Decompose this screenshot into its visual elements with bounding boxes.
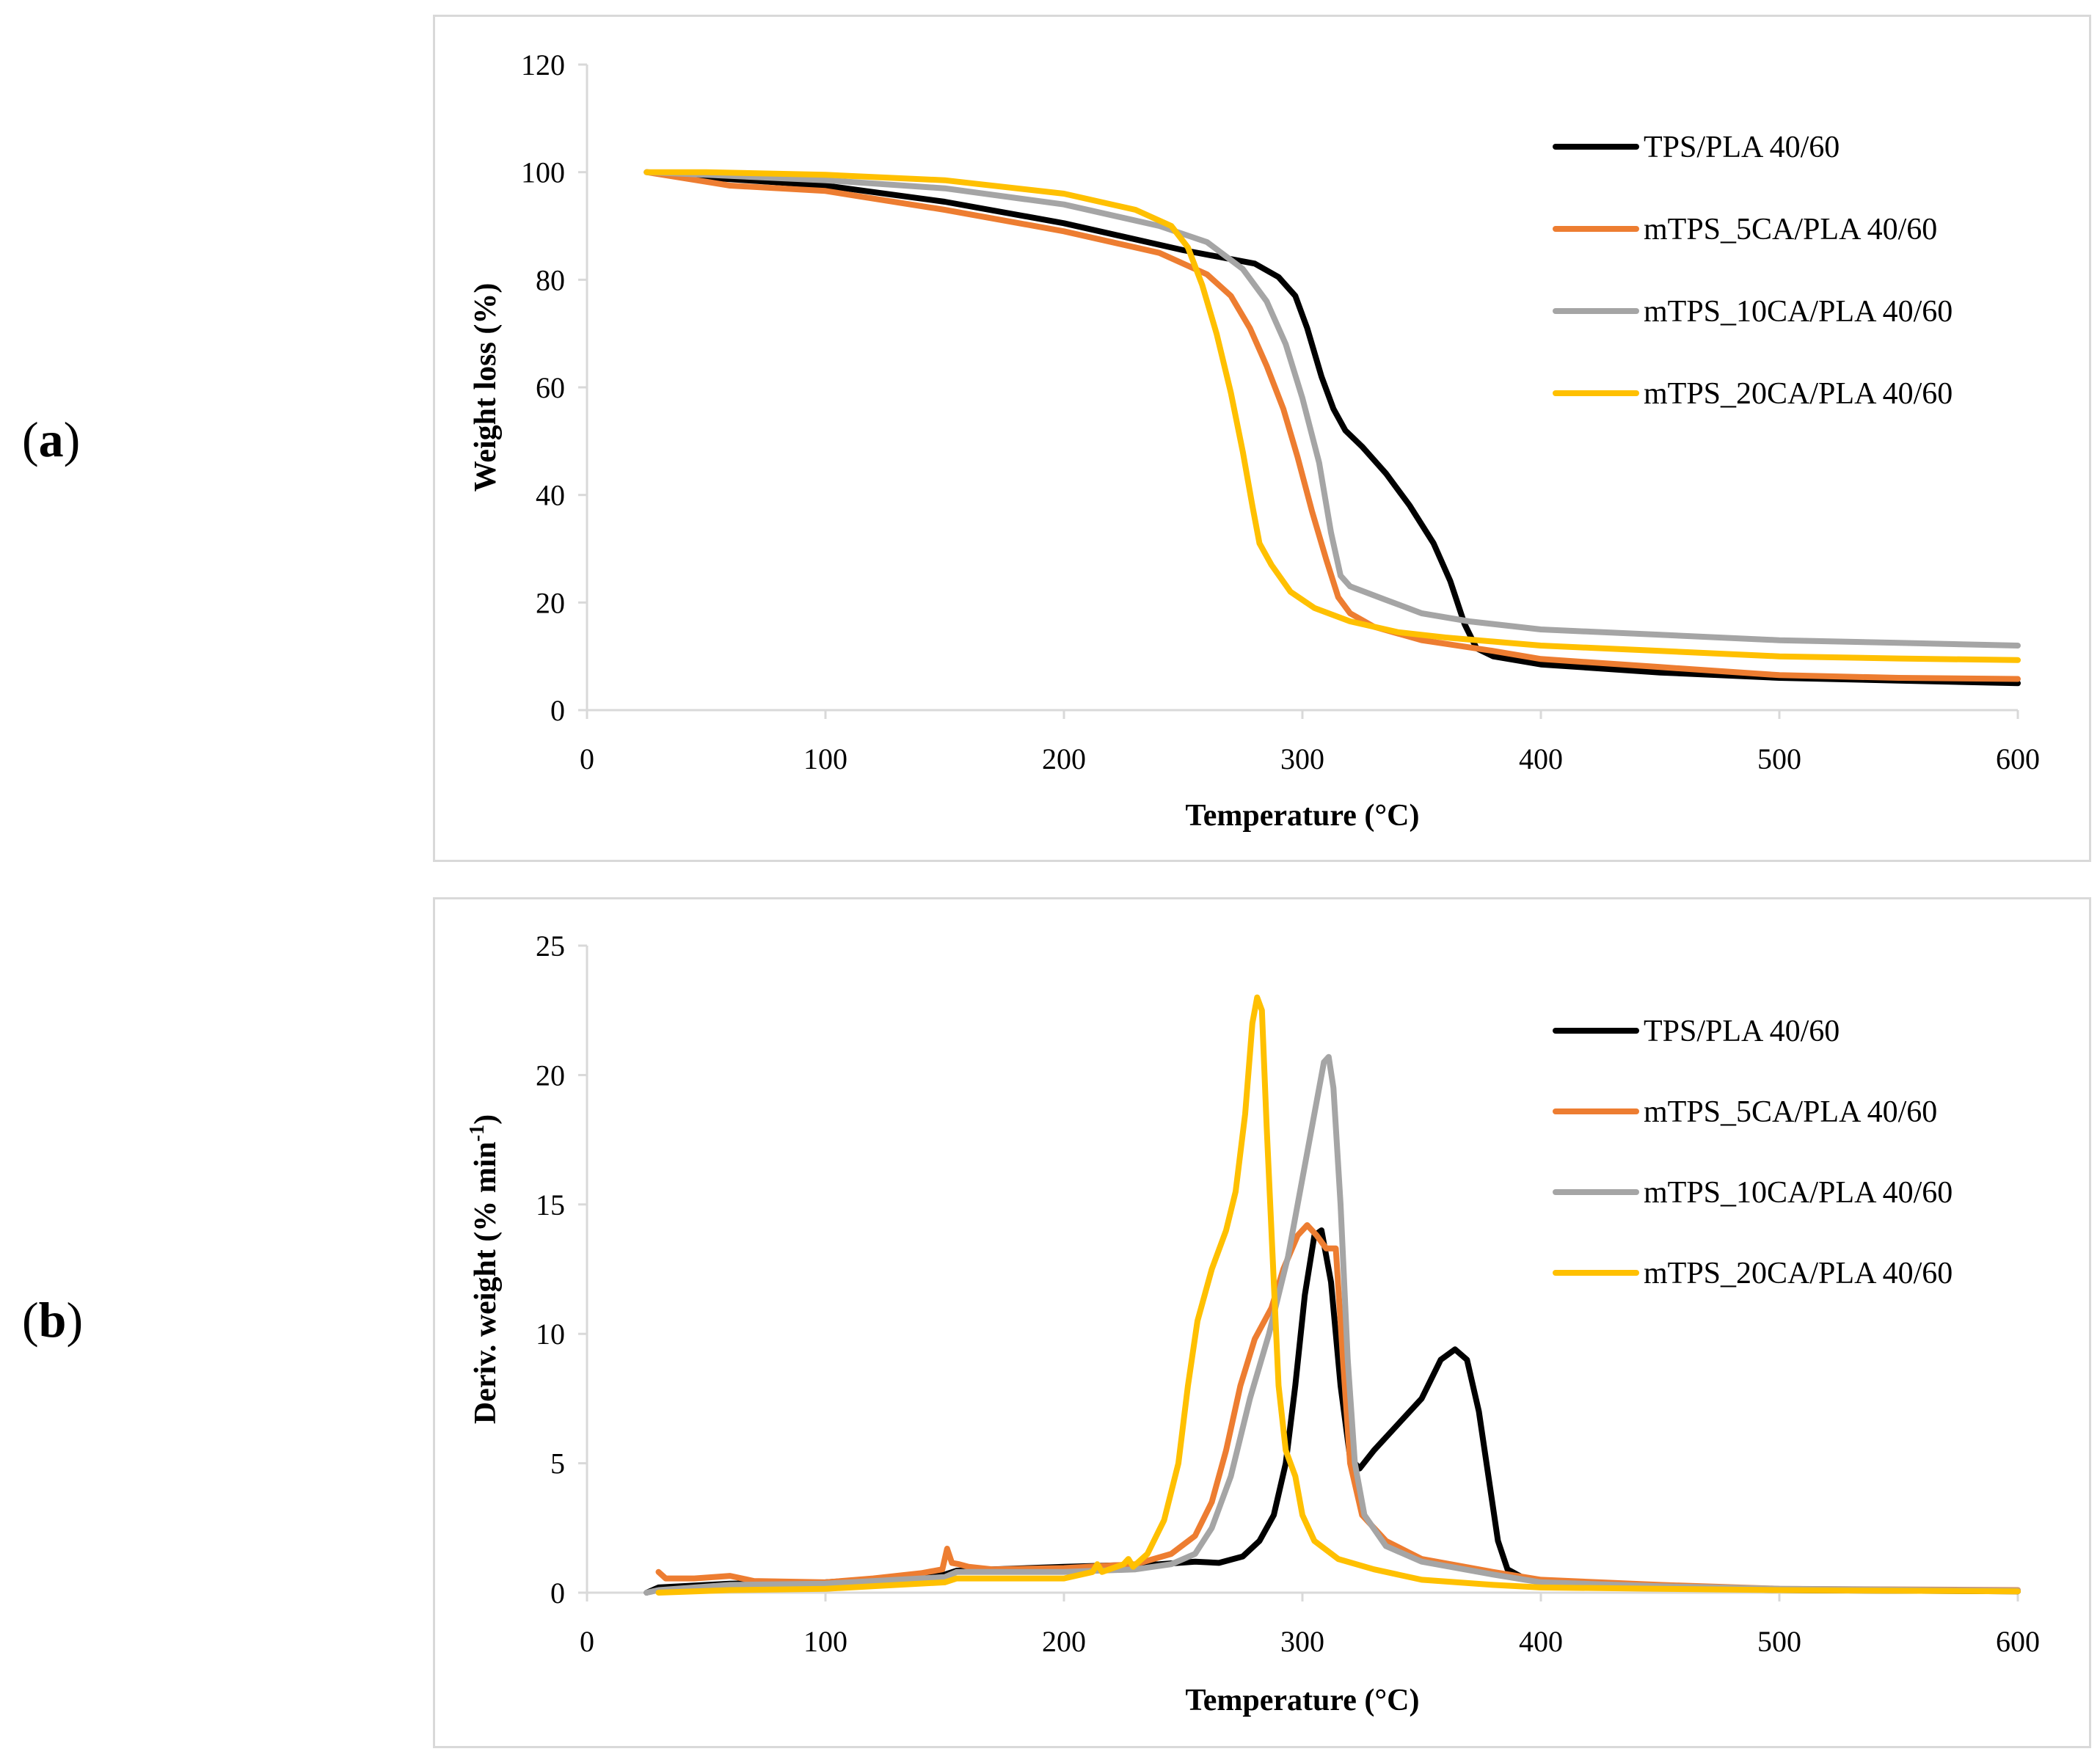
legend-label-mtps-20ca-pla-40-60: mTPS_20CA/PLA 40/60 xyxy=(1644,377,1953,411)
x-tick-label: 200 xyxy=(1042,742,1086,775)
x-tick-label: 600 xyxy=(1996,742,2040,775)
y-tick-label: 15 xyxy=(536,1188,565,1221)
y-tick-label: 60 xyxy=(536,371,565,404)
y-tick-label: 5 xyxy=(550,1447,565,1480)
series-line-mtps-10ca-pla-40-60 xyxy=(644,1053,2021,1596)
x-tick-label: 400 xyxy=(1519,742,1563,775)
x-tick-label: 200 xyxy=(1042,1625,1086,1658)
x-tick-label: 500 xyxy=(1757,1625,1801,1658)
series-line-mtps-20ca-pla-40-60 xyxy=(655,994,2021,1596)
legend-label-mtps-5ca-pla-40-60: mTPS_5CA/PLA 40/60 xyxy=(1644,1095,1937,1129)
series-line-tps-pla-40-60 xyxy=(644,169,2021,687)
y-tick-label: 25 xyxy=(536,929,565,962)
y-axis-title-superscript: -1 xyxy=(466,1125,489,1141)
x-tick-label: 0 xyxy=(580,1625,594,1658)
x-axis-title: Temperature (°C) xyxy=(1186,1684,1420,1717)
x-axis-title: Temperature (°C) xyxy=(1186,799,1420,833)
legend-label-mtps-10ca-pla-40-60: mTPS_10CA/PLA 40/60 xyxy=(1644,1176,1953,1210)
panel-label-b: (b) xyxy=(22,1292,84,1348)
x-tick-label: 100 xyxy=(803,1625,847,1658)
chart-frame xyxy=(433,15,2091,862)
legend-label-mtps-5ca-pla-40-60: mTPS_5CA/PLA 40/60 xyxy=(1644,213,1937,246)
y-tick-label: 80 xyxy=(536,263,565,296)
series-line-mtps-20ca-pla-40-60 xyxy=(644,169,2021,663)
x-tick-label: 300 xyxy=(1280,742,1324,775)
series-line-mtps-10ca-pla-40-60 xyxy=(644,169,2021,649)
y-axis-title: Deriv. weight (% min-1) xyxy=(466,1114,503,1424)
chart-b: 0 5 10 15 20 25 0 100 200 300 400 500 600 Temperature… xyxy=(433,897,2091,1748)
y-axis-title: Weight loss (%) xyxy=(469,283,503,492)
x-tick-label: 400 xyxy=(1519,1625,1563,1658)
x-tick-label: 100 xyxy=(803,742,847,775)
y-tick-label: 100 xyxy=(521,156,565,189)
y-axis-title-end: ) xyxy=(469,1114,503,1125)
legend-label-mtps-20ca-pla-40-60: mTPS_20CA/PLA 40/60 xyxy=(1644,1257,1953,1290)
y-tick-label: 20 xyxy=(536,586,565,619)
y-tick-label: 120 xyxy=(521,48,565,81)
x-tick-label: 0 xyxy=(580,742,594,775)
x-tick-label: 300 xyxy=(1280,1625,1324,1658)
y-tick-label: 20 xyxy=(536,1059,565,1092)
legend-label-tps-pla-40-60: TPS/PLA 40/60 xyxy=(1644,1015,1840,1048)
series-line-mtps-5ca-pla-40-60 xyxy=(644,169,2021,682)
chart-a: 0 20 40 60 80 100 120 0 100 200 300 400 500 600 Temper… xyxy=(433,15,2091,862)
legend-label-mtps-10ca-pla-40-60: mTPS_10CA/PLA 40/60 xyxy=(1644,295,1953,329)
y-tick-label: 0 xyxy=(550,1577,565,1610)
x-tick-label: 600 xyxy=(1996,1625,2040,1658)
y-tick-label: 10 xyxy=(536,1318,565,1351)
panel-label-a: (a) xyxy=(22,412,81,467)
y-tick-label: 40 xyxy=(536,479,565,512)
legend-label-tps-pla-40-60: TPS/PLA 40/60 xyxy=(1644,131,1840,164)
x-tick-label: 500 xyxy=(1757,742,1801,775)
y-tick-label: 0 xyxy=(550,694,565,727)
